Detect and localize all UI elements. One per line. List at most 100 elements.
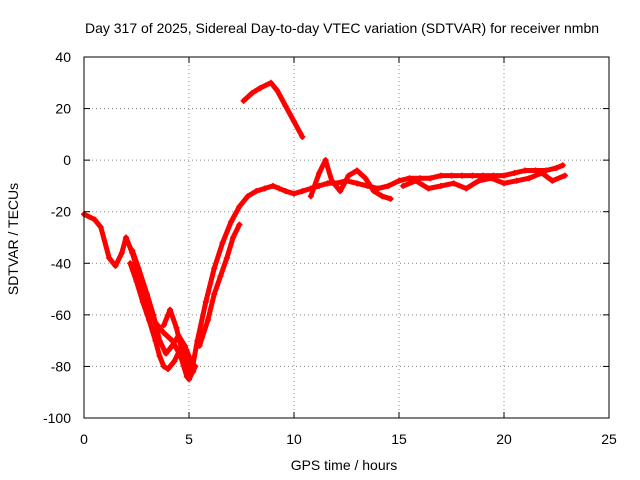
data-point bbox=[316, 182, 323, 189]
data-point bbox=[236, 221, 243, 228]
data-point bbox=[127, 260, 134, 267]
data-point bbox=[299, 133, 306, 140]
data-point bbox=[139, 298, 146, 305]
data-point bbox=[106, 255, 113, 262]
data-point bbox=[362, 175, 369, 182]
x-tick-label: 20 bbox=[496, 431, 512, 447]
data-point bbox=[223, 255, 230, 262]
data-point bbox=[186, 376, 192, 383]
data-point bbox=[144, 291, 150, 298]
data-point bbox=[267, 79, 274, 86]
chart-title: Day 317 of 2025, Sidereal Day-to-day VTE… bbox=[85, 20, 599, 36]
data-point bbox=[160, 322, 167, 329]
axes: 0 5 10 15 20 25 -100 -80 -60 -40 -20 0 20 40 bbox=[43, 49, 617, 447]
data-point bbox=[396, 177, 402, 184]
data-point bbox=[97, 224, 104, 231]
data-point bbox=[501, 172, 507, 179]
x-tick-label: 10 bbox=[286, 431, 302, 447]
data-point bbox=[244, 193, 251, 200]
x-tick-label: 25 bbox=[601, 431, 617, 447]
data-point bbox=[450, 180, 457, 187]
data-point bbox=[475, 177, 482, 184]
data-point bbox=[459, 172, 465, 179]
data-point bbox=[425, 185, 432, 192]
y-tick-label: -80 bbox=[51, 358, 71, 374]
data-point bbox=[417, 175, 423, 182]
data-point bbox=[291, 118, 297, 125]
data-point bbox=[406, 175, 413, 182]
data-point bbox=[387, 195, 394, 202]
series-daytime-high bbox=[241, 80, 305, 140]
data-point bbox=[427, 175, 434, 182]
data-point bbox=[261, 185, 268, 192]
data-point bbox=[91, 216, 98, 223]
data-point bbox=[276, 185, 283, 192]
data-point bbox=[230, 234, 237, 241]
data-point bbox=[549, 177, 556, 184]
x-tick-label: 15 bbox=[391, 431, 407, 447]
data-point bbox=[112, 262, 119, 269]
data-point bbox=[156, 353, 163, 360]
data-point bbox=[345, 172, 352, 179]
data-point bbox=[236, 203, 243, 210]
data-point bbox=[559, 162, 566, 169]
y-axis-label: SDTVAR / TECUs bbox=[5, 183, 21, 295]
x-axis-label: GPS time / hours bbox=[291, 457, 398, 473]
data-point bbox=[337, 188, 344, 195]
data-point bbox=[354, 167, 360, 174]
data-point bbox=[146, 317, 153, 324]
data-point bbox=[379, 193, 386, 200]
data-point bbox=[179, 350, 186, 357]
data-point bbox=[328, 177, 335, 184]
data-series bbox=[81, 79, 568, 383]
data-point bbox=[316, 170, 323, 177]
plot-frame bbox=[83, 56, 610, 419]
data-point bbox=[270, 182, 276, 189]
data-point bbox=[169, 342, 176, 349]
data-point bbox=[282, 188, 289, 195]
y-tick-label: -100 bbox=[43, 410, 71, 426]
data-point bbox=[370, 188, 377, 195]
data-point bbox=[173, 324, 180, 331]
data-point bbox=[354, 180, 360, 187]
data-point bbox=[135, 265, 142, 272]
data-point bbox=[129, 247, 136, 254]
y-tick-label: -20 bbox=[51, 204, 71, 220]
data-point bbox=[561, 172, 568, 179]
data-point bbox=[123, 234, 129, 241]
y-tick-label: 40 bbox=[55, 49, 71, 65]
data-point bbox=[249, 90, 255, 97]
data-point bbox=[211, 291, 218, 298]
data-point bbox=[322, 157, 329, 164]
y-tick-label: -40 bbox=[51, 255, 71, 271]
data-point bbox=[375, 185, 381, 192]
data-point bbox=[192, 363, 199, 370]
series-recovery-branch bbox=[197, 222, 242, 349]
data-point bbox=[165, 366, 171, 373]
data-point bbox=[511, 170, 518, 177]
data-point bbox=[219, 239, 226, 246]
data-point bbox=[469, 172, 476, 179]
x-tick-label: 5 bbox=[185, 431, 193, 447]
y-tick-label: -60 bbox=[51, 307, 71, 323]
data-point bbox=[156, 337, 163, 344]
data-point bbox=[412, 177, 419, 184]
data-point bbox=[532, 167, 539, 174]
data-point bbox=[150, 311, 157, 318]
data-point bbox=[133, 278, 140, 285]
data-point bbox=[291, 190, 297, 197]
data-point bbox=[501, 180, 507, 187]
data-point bbox=[526, 175, 533, 182]
data-point bbox=[513, 177, 520, 184]
data-point bbox=[160, 329, 167, 336]
data-point bbox=[538, 170, 545, 177]
data-point bbox=[324, 180, 331, 187]
data-point bbox=[438, 182, 444, 189]
data-point bbox=[385, 182, 392, 189]
data-point bbox=[488, 175, 495, 182]
data-point bbox=[160, 363, 167, 370]
data-point bbox=[257, 84, 264, 91]
data-point bbox=[307, 193, 314, 200]
series-dip-branch bbox=[161, 307, 198, 382]
